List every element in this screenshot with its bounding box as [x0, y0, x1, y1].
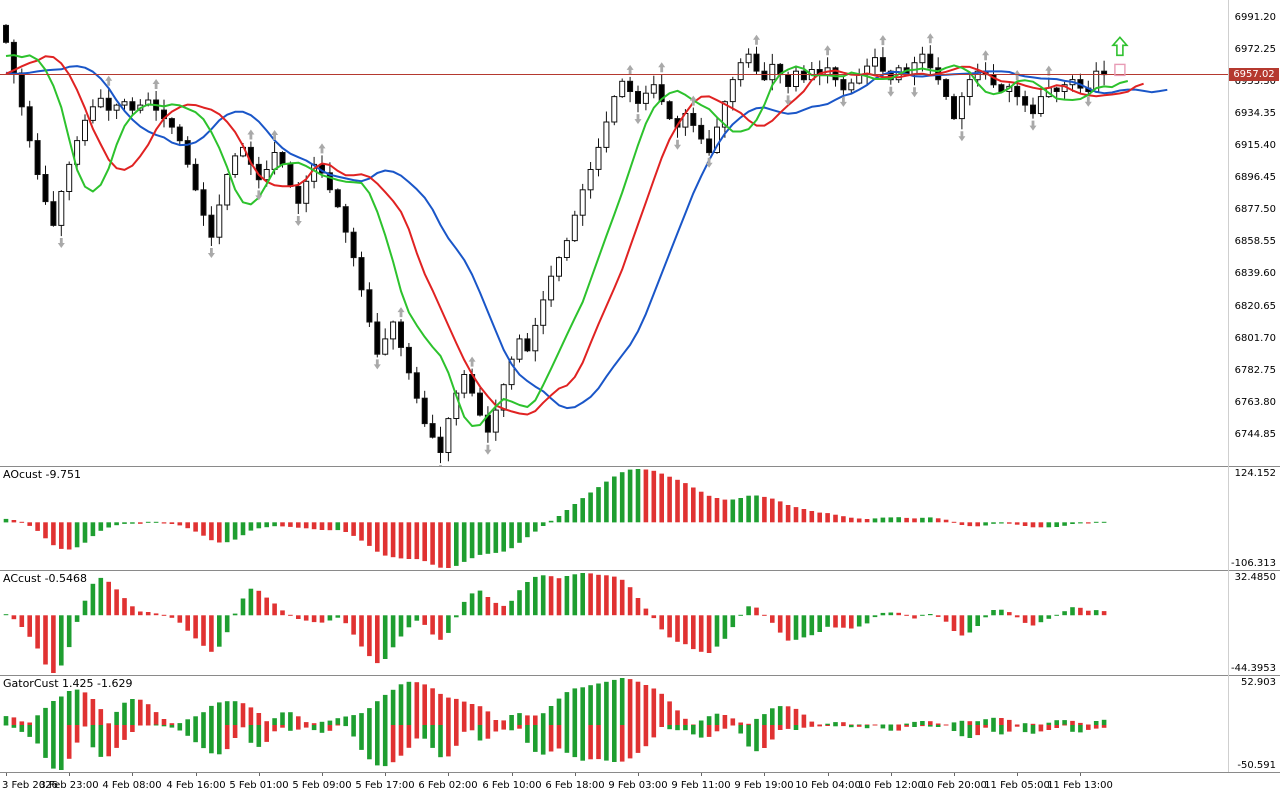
price-axis-label: 6858.55 — [1234, 236, 1276, 247]
price-axis-label: 6782.75 — [1234, 365, 1276, 376]
time-axis-tick — [891, 773, 892, 776]
time-axis-label: 9 Feb 03:00 — [608, 780, 668, 791]
gator-lower-histogram — [3, 724, 1107, 770]
time-axis-label: 11 Feb 13:00 — [1047, 780, 1113, 791]
ao-histogram — [3, 469, 1107, 568]
time-axis-tick — [575, 773, 576, 776]
price-axis-label: 6953.30 — [1234, 76, 1276, 87]
alligator-teeth-line — [5, 55, 1144, 416]
price-axis-label: 6934.35 — [1234, 108, 1276, 119]
time-axis-tick — [1017, 773, 1018, 776]
time-axis-tick — [954, 773, 955, 776]
ao-axis-min: -106.313 — [1231, 558, 1276, 569]
axis-separator — [1228, 0, 1229, 772]
price-axis-label: 6744.85 — [1234, 429, 1276, 440]
ao-histogram-canvas[interactable] — [0, 467, 1228, 570]
price-axis-label: 6972.25 — [1234, 44, 1276, 55]
price-axis-label: 6839.60 — [1234, 268, 1276, 279]
time-axis-tick — [764, 773, 765, 776]
ac-indicator-label: ACcust -0.5468 — [3, 572, 88, 585]
time-axis-tick — [701, 773, 702, 776]
time-axis-label: 10 Feb 12:00 — [858, 780, 924, 791]
ac-axis-max: 32.4850 — [1234, 572, 1276, 583]
time-axis-tick — [322, 773, 323, 776]
time-axis-tick — [196, 773, 197, 776]
gator-upper-histogram — [3, 678, 1107, 726]
ao-indicator-label: AOcust -9.751 — [3, 468, 82, 481]
time-axis-label: 10 Feb 04:00 — [795, 780, 861, 791]
time-axis-tick — [259, 773, 260, 776]
price-axis-label: 6763.80 — [1234, 397, 1276, 408]
time-axis-label: 11 Feb 05:00 — [984, 780, 1050, 791]
time-axis-tick — [1080, 773, 1081, 776]
ac-histogram-canvas[interactable] — [0, 571, 1228, 675]
ac-histogram — [3, 573, 1107, 673]
current-price-tag: 6957.02 — [1229, 68, 1279, 81]
ao-axis-max: 124.152 — [1234, 468, 1276, 479]
time-axis-label: 6 Feb 02:00 — [418, 780, 478, 791]
time-axis-label: 5 Feb 01:00 — [229, 780, 289, 791]
gator-indicator-label: GatorCust 1.425 -1.629 — [3, 677, 133, 690]
price-chart-canvas[interactable] — [0, 0, 1228, 466]
time-axis[interactable]: 3 Feb 2026 3 Feb 23:00 4 Feb 08:00 4 Feb 16… — [0, 772, 1280, 800]
time-axis-label: 3 Feb 2026 — [2, 780, 58, 791]
price-axis-label: 6896.45 — [1234, 172, 1276, 183]
time-axis-label: 4 Feb 08:00 — [102, 780, 162, 791]
signal-box-icon — [1114, 63, 1126, 77]
price-axis-label: 6915.40 — [1234, 140, 1276, 151]
gator-histogram-canvas[interactable] — [0, 676, 1228, 772]
price-axis-label: 6820.65 — [1234, 301, 1276, 312]
signal-layer — [1111, 36, 1129, 77]
alligator-jaw-line — [5, 65, 1168, 410]
time-axis-tick — [385, 773, 386, 776]
ac-axis-min: -44.3953 — [1231, 663, 1276, 674]
time-axis-label: 5 Feb 09:00 — [292, 780, 352, 791]
time-axis-tick — [69, 773, 70, 776]
ao-indicator-pane[interactable]: AOcust -9.751 124.152 -106.313 — [0, 466, 1280, 570]
price-axis[interactable]: 6957.02 6991.20 6972.25 6953.30 6934.35 6915… — [1228, 0, 1280, 466]
time-axis-label: 6 Feb 18:00 — [545, 780, 605, 791]
time-axis-label: 9 Feb 19:00 — [734, 780, 794, 791]
time-axis-tick — [6, 773, 7, 776]
time-axis-label: 6 Feb 10:00 — [482, 780, 542, 791]
time-axis-label: 10 Feb 20:00 — [921, 780, 987, 791]
ac-indicator-pane[interactable]: ACcust -0.5468 32.4850 -44.3953 — [0, 570, 1280, 675]
price-axis-label: 6991.20 — [1234, 12, 1276, 23]
price-axis-label: 6877.50 — [1234, 204, 1276, 215]
time-axis-tick — [132, 773, 133, 776]
buy-signal-arrow-icon — [1111, 36, 1129, 57]
time-axis-tick — [638, 773, 639, 776]
time-axis-tick — [448, 773, 449, 776]
gator-axis-min: -50.591 — [1237, 760, 1276, 771]
time-axis-label: 5 Feb 17:00 — [355, 780, 415, 791]
time-axis-label: 3 Feb 23:00 — [39, 780, 99, 791]
alligator-lips-line — [5, 54, 1129, 427]
fractals-layer — [57, 33, 1092, 466]
time-axis-tick — [828, 773, 829, 776]
gator-indicator-pane[interactable]: GatorCust 1.425 -1.629 52.903 -50.591 — [0, 675, 1280, 772]
gator-axis-max: 52.903 — [1241, 677, 1276, 688]
candles-layer — [3, 24, 1108, 464]
time-axis-label: 9 Feb 11:00 — [671, 780, 731, 791]
price-pane[interactable]: 6957.02 6991.20 6972.25 6953.30 6934.35 6915… — [0, 0, 1280, 466]
price-axis-label: 6801.70 — [1234, 333, 1276, 344]
time-axis-label: 4 Feb 16:00 — [166, 780, 226, 791]
time-axis-tick — [512, 773, 513, 776]
current-price-value: 6957.02 — [1233, 69, 1275, 80]
